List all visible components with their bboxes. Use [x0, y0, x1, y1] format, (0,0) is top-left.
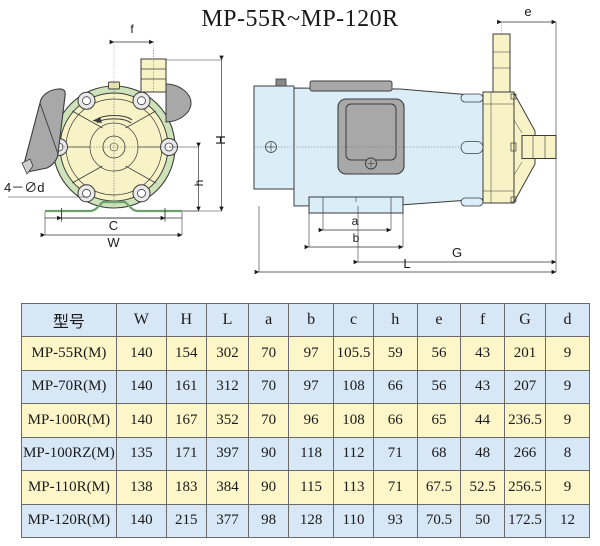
- svg-text:f: f: [130, 22, 134, 36]
- svg-text:H: H: [213, 135, 228, 144]
- svg-text:G: G: [452, 245, 462, 260]
- svg-text:4－∅d: 4－∅d: [4, 180, 44, 195]
- svg-text:e: e: [524, 4, 531, 19]
- svg-text:b: b: [353, 231, 360, 245]
- svg-text:C: C: [109, 218, 118, 233]
- svg-text:a: a: [352, 214, 359, 228]
- svg-text:L: L: [403, 256, 410, 271]
- svg-text:W: W: [107, 235, 120, 250]
- svg-text:h: h: [192, 180, 206, 187]
